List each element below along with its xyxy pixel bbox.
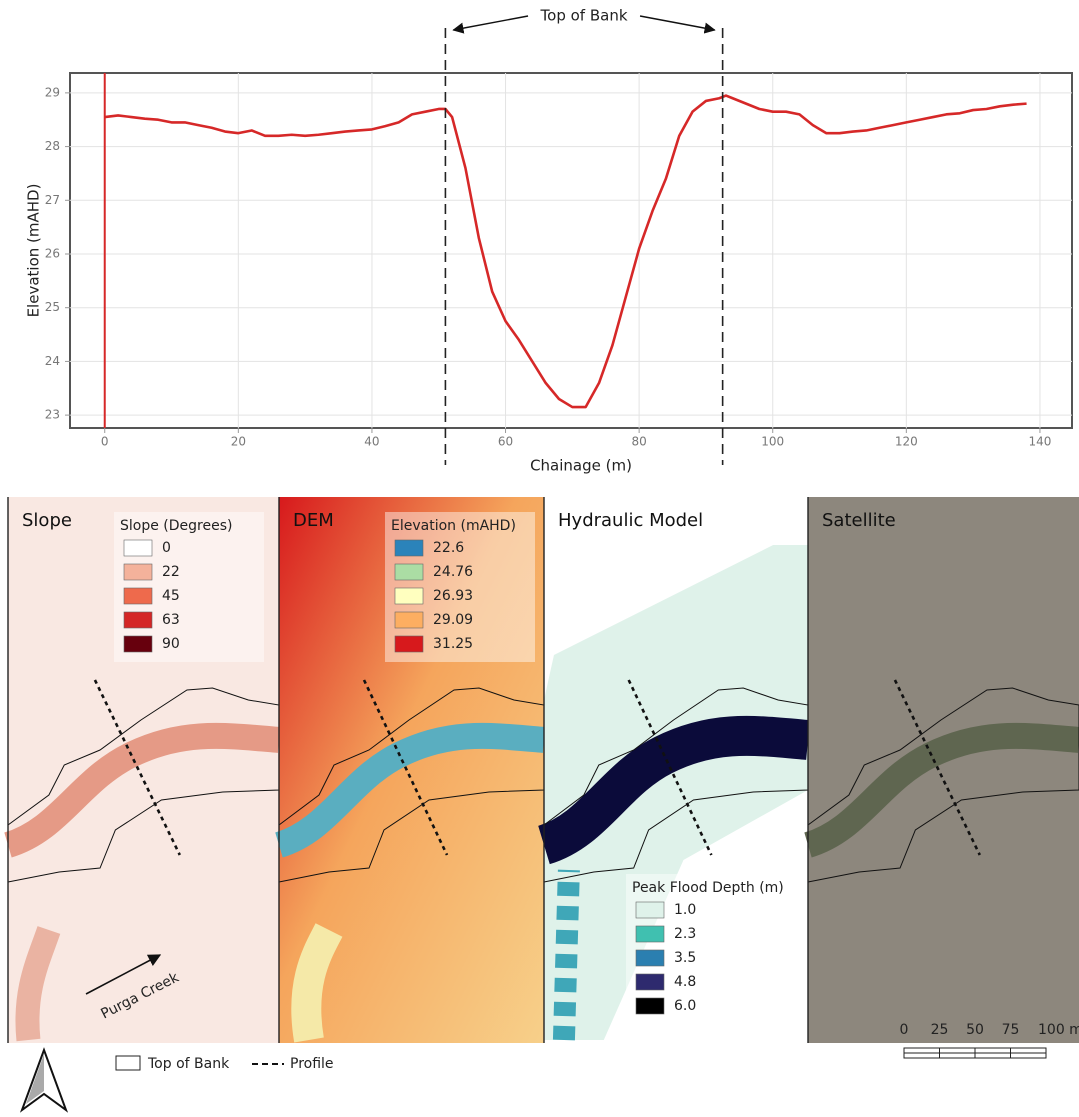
legend-label: 1.0 bbox=[674, 902, 696, 918]
flood-channel bbox=[552, 869, 580, 1041]
scale-seg bbox=[903, 1047, 940, 1054]
annotation-arrow bbox=[639, 15, 716, 34]
legend-label: 63 bbox=[162, 612, 180, 628]
legend-profile: Profile bbox=[290, 1056, 334, 1072]
scale-seg bbox=[974, 1052, 1011, 1059]
legend-label: 26.93 bbox=[433, 588, 473, 604]
scale-seg bbox=[1010, 1047, 1047, 1054]
x-tick-label: 0 bbox=[101, 435, 109, 449]
legend-label: 6.0 bbox=[674, 998, 696, 1014]
creek-arrow bbox=[85, 954, 162, 995]
legend-swatch bbox=[123, 611, 153, 629]
profile-line-map bbox=[362, 679, 449, 856]
legend-swatch bbox=[394, 563, 424, 581]
y-tick-label: 28 bbox=[45, 139, 60, 153]
panel-background bbox=[808, 497, 1079, 1043]
legend-label: 22 bbox=[162, 564, 180, 580]
map-panel: Hydraulic Model Peak Flood Depth (m) 1.0 2.… bbox=[537, 497, 810, 1043]
legend-swatch bbox=[394, 587, 424, 605]
top-of-bank bbox=[7, 687, 280, 883]
legend-label: 90 bbox=[162, 636, 180, 652]
scale-label: 75 bbox=[1002, 1022, 1020, 1038]
legend-swatch bbox=[635, 973, 665, 991]
legend-label: 24.76 bbox=[433, 564, 473, 580]
panel-title: Hydraulic Model bbox=[558, 510, 703, 531]
y-tick-label: 23 bbox=[45, 408, 60, 422]
panel-title: Satellite bbox=[822, 510, 896, 531]
plot-area bbox=[69, 72, 1073, 429]
x-tick-label: 140 bbox=[1028, 435, 1051, 449]
top-of-bank bbox=[807, 687, 1079, 883]
legend-outline-swatch bbox=[115, 1055, 141, 1071]
legend-title: Elevation (mAHD) bbox=[391, 518, 516, 534]
legend-swatch bbox=[394, 611, 424, 629]
slope-channel bbox=[15, 926, 61, 1042]
x-tick-label: 120 bbox=[895, 435, 918, 449]
scale-seg bbox=[974, 1047, 1011, 1054]
panel-title: Slope bbox=[22, 510, 72, 531]
y-axis-title: Elevation (mAHD) bbox=[25, 184, 43, 318]
north-arrow-fill bbox=[26, 1054, 44, 1104]
y-tick-label: 24 bbox=[45, 354, 60, 368]
annotation: Top of Bank bbox=[540, 7, 628, 25]
legend-swatch bbox=[635, 997, 665, 1015]
scale-label: 50 bbox=[966, 1022, 984, 1038]
scale-label: 25 bbox=[931, 1022, 949, 1038]
top-of-bank bbox=[543, 687, 809, 883]
legend-label: 2.3 bbox=[674, 926, 696, 942]
legend-label: 22.6 bbox=[433, 540, 464, 556]
map-panel: Satellite bbox=[803, 497, 1079, 1043]
scale-seg bbox=[939, 1047, 976, 1054]
x-tick-label: 80 bbox=[631, 435, 646, 449]
scale-seg bbox=[1010, 1052, 1047, 1059]
profile-line bbox=[104, 94, 1027, 409]
map-panel: Slope Slope (Degrees) 0 22 45 63 90 bbox=[3, 497, 281, 1043]
x-tick-label: 40 bbox=[364, 435, 379, 449]
profile-line-map bbox=[893, 679, 981, 856]
profile-line-map bbox=[93, 679, 181, 856]
legend-title: Peak Flood Depth (m) bbox=[632, 880, 784, 896]
legend-label: 4.8 bbox=[674, 974, 696, 990]
map-panel: DEM Elevation (mAHD) 22.6 24.76 26.93 29.09 31… bbox=[274, 497, 546, 1043]
legend-label: 45 bbox=[162, 588, 180, 604]
dem-channel bbox=[291, 923, 343, 1043]
y-tick-label: 26 bbox=[45, 246, 60, 260]
legend-swatch bbox=[394, 539, 424, 557]
scale-label: 0 bbox=[900, 1022, 909, 1038]
legend-label: 3.5 bbox=[674, 950, 696, 966]
x-axis-title: Chainage (m) bbox=[530, 457, 632, 475]
top-of-bank bbox=[278, 687, 545, 883]
legend-swatch bbox=[123, 563, 153, 581]
y-tick-label: 25 bbox=[45, 300, 60, 314]
panel-title: DEM bbox=[293, 510, 334, 531]
flood-extent bbox=[544, 545, 808, 1040]
legend-outline: Top of Bank bbox=[147, 1056, 230, 1072]
legend-title: Slope (Degrees) bbox=[120, 518, 232, 534]
y-tick-label: 27 bbox=[45, 193, 60, 207]
legend-label: 29.09 bbox=[433, 612, 473, 628]
annotation-arrow bbox=[452, 15, 529, 34]
legend-label: 0 bbox=[162, 540, 171, 556]
legend-swatch bbox=[635, 949, 665, 967]
legend-swatch bbox=[123, 539, 153, 557]
legend-swatch bbox=[394, 635, 424, 653]
scale-seg bbox=[903, 1052, 940, 1059]
legend-swatch bbox=[123, 635, 153, 653]
legend-swatch bbox=[635, 925, 665, 943]
scale-seg bbox=[939, 1052, 976, 1059]
profile-line-map bbox=[627, 679, 713, 856]
scale-label: 100 m bbox=[1038, 1022, 1079, 1038]
x-tick-label: 100 bbox=[761, 435, 784, 449]
x-tick-label: 60 bbox=[498, 435, 513, 449]
y-tick-label: 29 bbox=[45, 85, 60, 99]
x-tick-label: 20 bbox=[231, 435, 246, 449]
legend-label: 31.25 bbox=[433, 636, 473, 652]
legend-swatch bbox=[123, 587, 153, 605]
legend-swatch bbox=[635, 901, 665, 919]
